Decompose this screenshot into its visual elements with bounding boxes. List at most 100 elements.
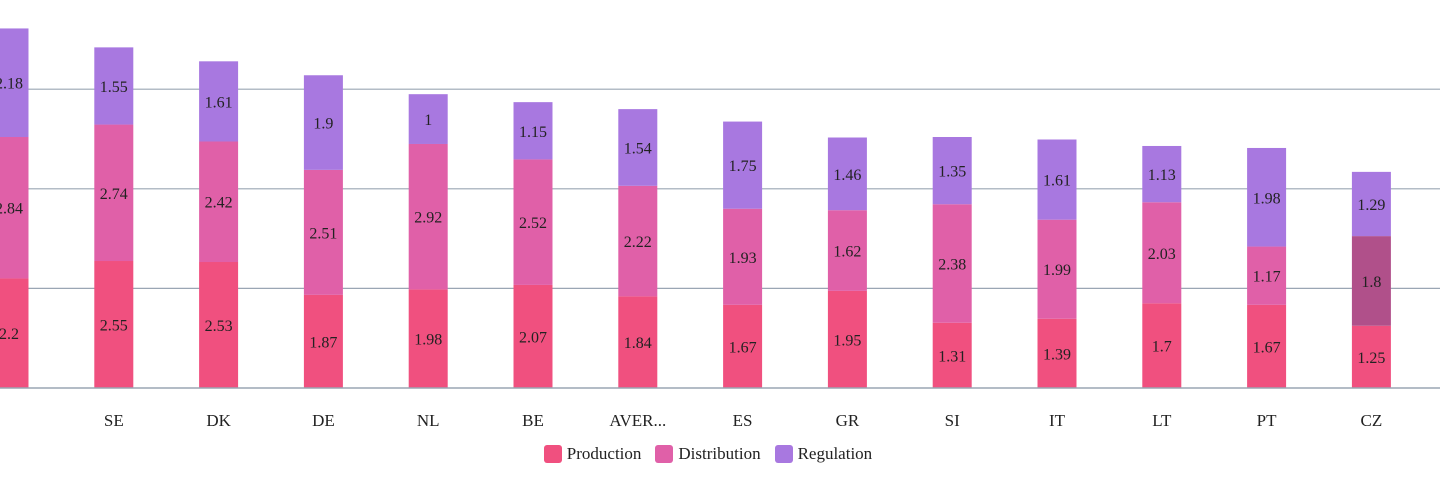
bar-segment[interactable] — [303, 75, 343, 170]
data-label: 1.46 — [833, 167, 861, 184]
bar-segment[interactable] — [1142, 303, 1182, 388]
bar-segment[interactable] — [303, 169, 343, 295]
bar-segment[interactable] — [618, 296, 658, 388]
bar-segment[interactable] — [723, 304, 763, 388]
data-label: 1.54 — [624, 140, 652, 157]
data-label: 1.61 — [205, 94, 233, 111]
bar-segment[interactable] — [513, 284, 553, 388]
bar-segment[interactable] — [0, 137, 29, 279]
data-label: 2.84 — [0, 201, 23, 218]
bar-segment[interactable] — [1037, 219, 1077, 319]
data-label: 1.8 — [1361, 274, 1381, 291]
bar-segment[interactable] — [932, 204, 972, 323]
data-label: 1.7 — [1152, 339, 1172, 356]
bar-segment[interactable] — [303, 294, 343, 388]
bar-segment[interactable] — [618, 185, 658, 297]
data-label: 2.18 — [0, 76, 23, 93]
data-label: 1.61 — [1043, 173, 1071, 190]
data-label: 1.99 — [1043, 262, 1071, 279]
bar-segment[interactable] — [94, 47, 134, 125]
bar-segment[interactable] — [1351, 325, 1391, 388]
data-label: 1.67 — [1253, 339, 1281, 356]
data-label: 1.87 — [309, 334, 337, 351]
x-tick-label: SI — [945, 411, 960, 430]
bar-segment[interactable] — [513, 159, 553, 285]
x-tick-label: SE — [104, 411, 124, 430]
bar-segment[interactable] — [1351, 171, 1391, 237]
data-label: 1.31 — [938, 348, 966, 365]
bar-segment[interactable] — [1351, 236, 1391, 326]
bar-segment[interactable] — [723, 208, 763, 305]
legend-item-production[interactable]: Production — [543, 444, 641, 464]
data-label: 1.95 — [833, 332, 861, 349]
legend-swatch-production — [543, 445, 562, 463]
x-tick-label: CZ — [1361, 411, 1383, 430]
bar-segment[interactable] — [408, 94, 448, 144]
data-label: 1.35 — [938, 164, 966, 181]
x-tick-label: IT — [1049, 411, 1066, 430]
data-label: 2.55 — [100, 318, 128, 335]
bar-segment[interactable] — [0, 28, 29, 138]
legend-swatch-regulation — [774, 445, 793, 463]
data-label: 1.25 — [1357, 350, 1385, 367]
data-label: 2.51 — [309, 225, 337, 242]
bar-segment[interactable] — [199, 141, 239, 263]
bar-segment[interactable] — [1142, 202, 1182, 304]
data-label: 1.93 — [729, 250, 757, 267]
data-label: 1.13 — [1148, 167, 1176, 184]
data-label: 1 — [424, 112, 432, 129]
bar-segment[interactable] — [94, 124, 134, 262]
bar-segment[interactable] — [1247, 147, 1287, 247]
bar-segment[interactable] — [1037, 318, 1077, 388]
data-label: 2.53 — [205, 318, 233, 335]
bar-segment[interactable] — [199, 262, 239, 388]
data-label: 1.84 — [624, 335, 652, 352]
x-tick-label: DE — [312, 411, 335, 430]
data-label: 1.29 — [1357, 197, 1385, 214]
bar-segment[interactable] — [0, 278, 29, 388]
bar-segment[interactable] — [723, 121, 763, 209]
bar-segment[interactable] — [1037, 139, 1077, 220]
data-label: 1.15 — [519, 124, 547, 141]
bar-segment[interactable] — [1142, 145, 1182, 203]
x-tick-label: BE — [522, 411, 544, 430]
bar-segment[interactable] — [408, 143, 448, 290]
legend-item-regulation[interactable]: Regulation — [774, 444, 873, 464]
data-label: 1.75 — [729, 158, 757, 175]
x-tick-label: PT — [1257, 411, 1277, 430]
data-label: 1.98 — [414, 332, 442, 349]
x-tick-label: AVER... — [609, 411, 666, 430]
x-tick-label: LT — [1152, 411, 1172, 430]
bar-segment[interactable] — [408, 289, 448, 388]
data-label: 2.07 — [519, 329, 547, 346]
legend: Production Distribution Regulation — [0, 444, 1416, 464]
bar-segment[interactable] — [199, 61, 239, 142]
data-label: 2.92 — [414, 210, 442, 227]
data-label: 1.9 — [313, 116, 333, 133]
data-label: 2.03 — [1148, 246, 1176, 263]
bar-segment[interactable] — [1247, 304, 1287, 388]
data-label: 2.42 — [205, 195, 233, 212]
bar-segment[interactable] — [827, 290, 867, 388]
legend-swatch-distribution — [655, 445, 674, 463]
bar-segment[interactable] — [827, 137, 867, 211]
data-label: 1.62 — [833, 244, 861, 261]
data-label: 2.74 — [100, 186, 128, 203]
bar-segment[interactable] — [94, 261, 134, 388]
data-label: 2.22 — [624, 234, 652, 251]
bar-segment[interactable] — [618, 109, 658, 186]
data-label: 2.2 — [0, 326, 19, 343]
data-label: 1.17 — [1253, 269, 1281, 286]
bar-segment[interactable] — [932, 322, 972, 388]
legend-item-distribution[interactable]: Distribution — [655, 444, 761, 464]
x-tick-label: GR — [836, 411, 860, 430]
legend-label-regulation: Regulation — [797, 444, 873, 463]
bar-segment[interactable] — [513, 102, 553, 160]
data-label: 1.67 — [729, 339, 757, 356]
bar-segment[interactable] — [932, 137, 972, 205]
data-label: 2.52 — [519, 215, 547, 232]
x-tick-label: DK — [206, 411, 231, 430]
bar-segment[interactable] — [1247, 246, 1287, 305]
bar-segment[interactable] — [827, 210, 867, 291]
